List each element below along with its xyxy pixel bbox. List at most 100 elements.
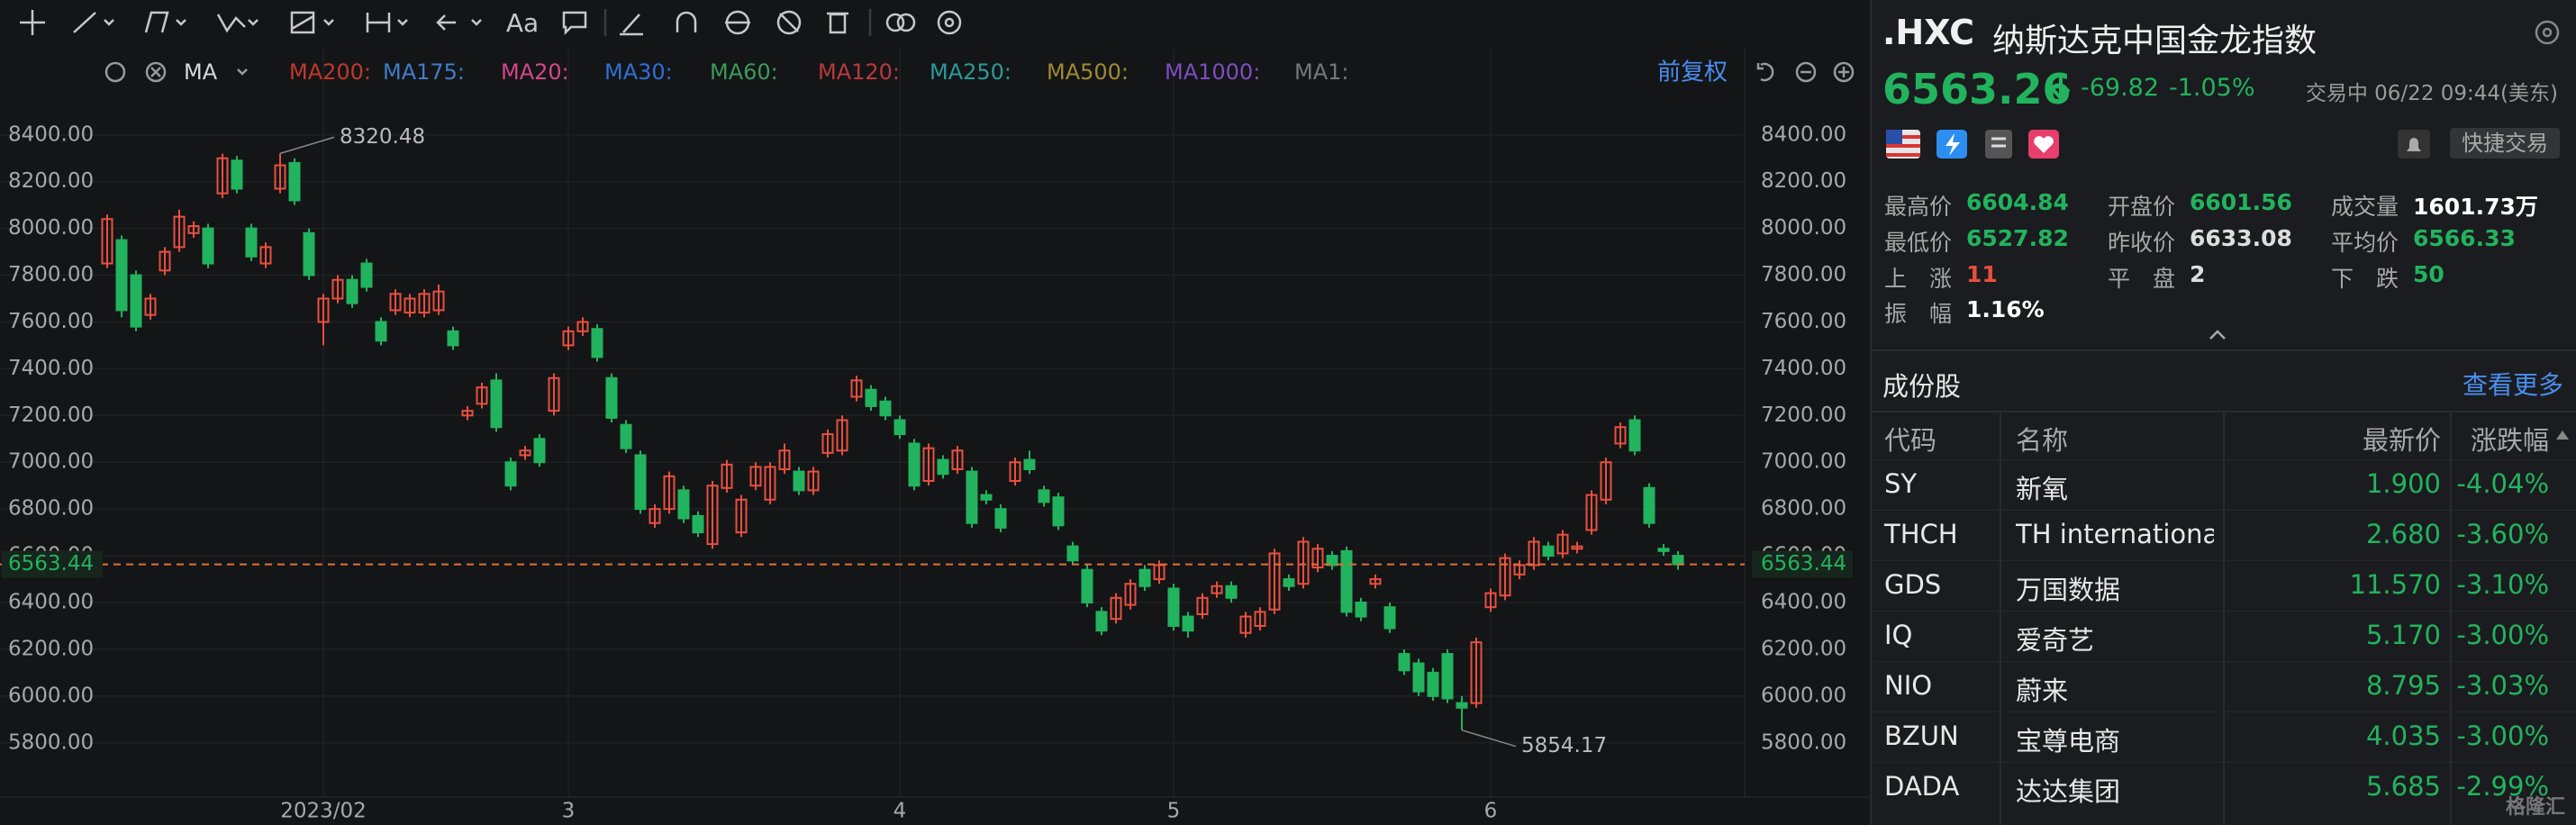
candle-body	[173, 215, 186, 249]
table-cell: IQ	[1884, 620, 1913, 650]
candle-body	[836, 419, 848, 452]
candle-body	[1355, 601, 1367, 618]
ma-item[interactable]: MA500:	[1047, 59, 1129, 85]
candle-body	[548, 376, 560, 412]
candle-body	[1441, 653, 1454, 700]
table-cell: -4.04%	[2456, 468, 2549, 499]
line-tool[interactable]	[73, 12, 114, 33]
indicator-close[interactable]	[145, 61, 167, 83]
candle-body	[101, 218, 113, 265]
channel-tool[interactable]	[144, 11, 186, 33]
stat-label: 振 幅	[1884, 301, 1953, 327]
table-cell: 5.685	[2365, 771, 2441, 802]
candle-body	[620, 423, 632, 449]
favorite-icon[interactable]	[2028, 130, 2059, 159]
ma-label[interactable]: MA	[184, 59, 218, 85]
table-cell: 4.035	[2365, 721, 2441, 751]
y-tick-label: 7200.00	[8, 403, 94, 427]
doc-icon[interactable]	[1985, 130, 2012, 159]
change-pct: -1.05%	[2169, 74, 2255, 102]
candle-body	[562, 330, 575, 347]
candle-body	[1311, 548, 1324, 569]
zoom-in[interactable]	[1833, 61, 1855, 83]
collapse-button[interactable]	[2207, 328, 2228, 342]
candle-body	[331, 278, 344, 300]
panel-settings[interactable]	[2531, 16, 2563, 49]
text-tool[interactable]: Aa	[506, 8, 539, 38]
zoom-out[interactable]	[1795, 61, 1817, 83]
candle-body	[1643, 486, 1655, 524]
candle-body	[1038, 489, 1050, 503]
compare-tool[interactable]	[885, 13, 916, 32]
ma-item[interactable]: MA175:	[383, 59, 465, 85]
pen-tool[interactable]	[620, 14, 643, 36]
reset-button[interactable]	[1756, 62, 1774, 82]
table-line	[1872, 762, 2576, 763]
lightning-icon[interactable]	[1937, 130, 1967, 159]
note-tool[interactable]	[562, 11, 587, 36]
candle-body	[605, 376, 618, 419]
settings-tool[interactable]	[937, 10, 962, 35]
candle-body	[937, 458, 949, 476]
ma-item[interactable]: MA1000:	[1165, 59, 1260, 85]
candle-body	[663, 475, 676, 511]
candle-body	[404, 297, 416, 314]
table-cell: 新氧	[2016, 474, 2069, 504]
y-tick-label: 7400.00	[1761, 357, 1846, 380]
ma-item[interactable]: MA200:	[289, 59, 371, 85]
toolbar: Aa	[20, 8, 962, 38]
sort-icon[interactable]	[2556, 431, 2569, 440]
indicator-dropdown[interactable]	[237, 68, 248, 76]
candle-body	[1066, 545, 1079, 562]
table-header: 涨跌幅	[2470, 425, 2549, 456]
quote-panel: .HXC 纳斯达克中国金龙指数 6563.26 -69.82 -1.05% 交易…	[1870, 0, 2576, 825]
table-cell: 蔚来	[2016, 675, 2069, 706]
candle-body	[144, 297, 157, 316]
delete-tool[interactable]	[827, 12, 848, 34]
quick-trade-button[interactable]: 快捷交易	[2450, 128, 2560, 159]
candle-body	[1412, 662, 1425, 693]
move-tool[interactable]	[20, 10, 45, 35]
table-line	[2000, 411, 2001, 825]
candle-body	[504, 461, 517, 487]
ma-item[interactable]: MA120:	[818, 59, 900, 85]
magnet-tool[interactable]	[676, 11, 697, 32]
table-line	[2223, 411, 2225, 825]
us-flag	[1886, 130, 1920, 159]
candle-body	[778, 449, 791, 471]
candle-body	[1239, 615, 1252, 634]
table-line	[1872, 611, 2576, 612]
y-tick-label: 6400.00	[8, 590, 94, 613]
indicator-settings[interactable]	[104, 61, 126, 83]
sync-tool[interactable]	[725, 10, 750, 35]
adjust-button[interactable]: 前复权	[1657, 59, 1728, 86]
ma-item[interactable]: MA60:	[710, 59, 778, 85]
ma-item[interactable]: MA20:	[501, 59, 569, 85]
view-more[interactable]: 查看更多	[2462, 370, 2563, 400]
candle-body	[1340, 549, 1353, 613]
hide-tool[interactable]	[776, 10, 802, 35]
divider	[1872, 349, 2576, 351]
arrow-tool[interactable]	[436, 14, 482, 31]
table-cell: 1.900	[2365, 468, 2441, 499]
candle-body	[793, 470, 805, 492]
stat-label: 最低价	[1884, 230, 1953, 256]
candle-body	[533, 438, 546, 464]
candle-body	[476, 386, 488, 405]
candle-body	[1268, 552, 1281, 611]
ma-item[interactable]: MA30:	[604, 59, 673, 85]
y-tick-label: 7600.00	[8, 310, 94, 333]
wave-tool[interactable]	[216, 14, 259, 33]
ma-item[interactable]: MA1:	[1294, 59, 1348, 85]
y-tick-label: 7000.00	[1761, 450, 1846, 474]
fib-tool[interactable]	[290, 11, 334, 34]
table-line	[1872, 510, 2576, 511]
measure-tool[interactable]	[366, 13, 408, 32]
stat-value: 6601.56	[2190, 189, 2292, 215]
candle-body	[1196, 596, 1209, 615]
ma-item[interactable]: MA250:	[930, 59, 1011, 85]
alert-icon[interactable]	[2396, 128, 2432, 160]
table-line	[1872, 661, 2576, 662]
candle-body	[389, 293, 402, 312]
